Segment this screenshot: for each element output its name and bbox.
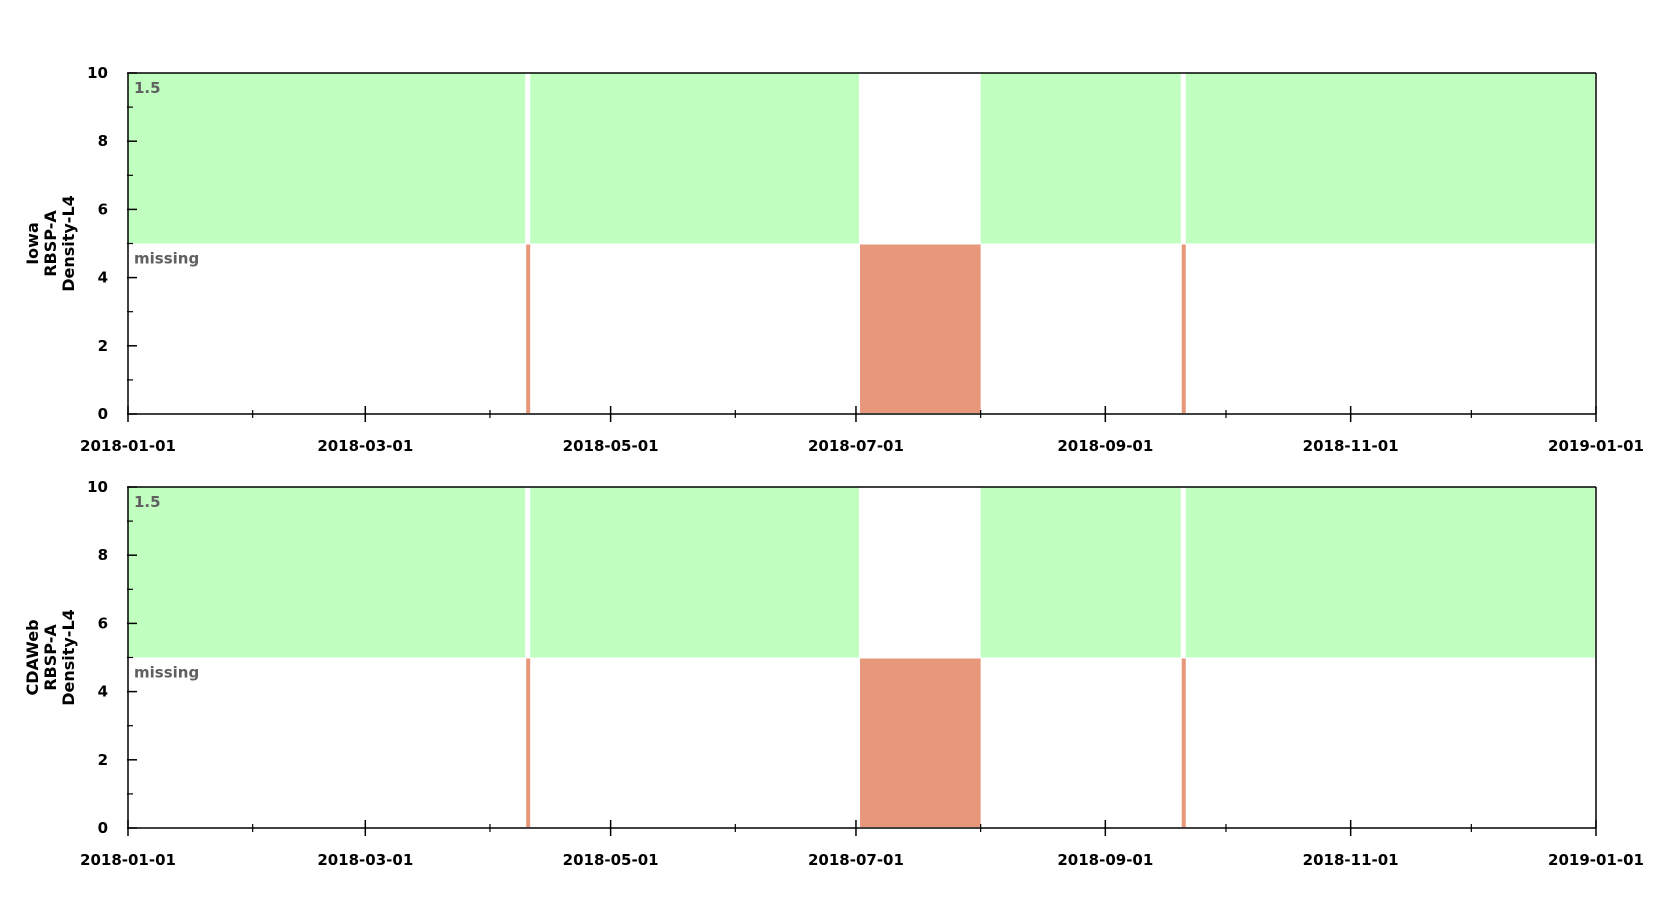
missing-band-label: missing — [134, 250, 199, 268]
present-band — [980, 487, 1181, 658]
x-tick-label: 2018-07-01 — [808, 437, 904, 455]
y-axis-label-line: CDAWeb — [23, 619, 42, 695]
y-tick-label: 0 — [98, 405, 108, 423]
present-band — [980, 73, 1181, 244]
y-tick-label: 10 — [87, 64, 108, 82]
present-band — [530, 487, 859, 658]
missing-band — [1181, 658, 1186, 827]
missing-band — [1181, 244, 1186, 413]
present-band — [128, 73, 526, 244]
y-tick-label: 8 — [98, 132, 108, 150]
y-tick-label: 6 — [98, 200, 108, 218]
present-band — [1185, 487, 1595, 658]
present-band — [530, 73, 859, 244]
y-tick-label: 10 — [87, 478, 108, 496]
x-tick-label: 2018-09-01 — [1057, 851, 1153, 869]
y-axis-label-line: Density-L4 — [59, 195, 78, 292]
present-band — [128, 487, 526, 658]
missing-band-label: missing — [134, 664, 199, 682]
present-band-label: 1.5 — [134, 79, 161, 97]
x-tick-label: 2018-05-01 — [563, 851, 659, 869]
y-tick-label: 2 — [98, 337, 108, 355]
y-axis-label-line: Iowa — [23, 222, 42, 265]
x-tick-label: 2018-05-01 — [563, 437, 659, 455]
x-tick-label: 2019-01-01 — [1548, 437, 1644, 455]
timeline-panel-2: 0 2 4 6 8 10 2018-01-01 2018-03-01 2018-05-01 201… — [23, 478, 1644, 869]
y-tick-label: 4 — [98, 683, 108, 701]
x-tick-label: 2018-11-01 — [1303, 851, 1399, 869]
x-tick-label: 2018-03-01 — [317, 851, 413, 869]
timeline-panel-1: 0 2 4 6 8 10 2018-01-01 2018-03-01 2018-05-01 201… — [23, 64, 1644, 455]
present-band — [1185, 73, 1595, 244]
y-tick-label: 8 — [98, 546, 108, 564]
y-tick-label: 2 — [98, 751, 108, 769]
y-tick-label: 4 — [98, 269, 108, 287]
y-axis-label-line: Density-L4 — [59, 609, 78, 706]
y-axis-label-line: RBSP-A — [41, 624, 60, 691]
missing-band — [859, 244, 981, 413]
missing-band — [526, 658, 531, 827]
x-tick-label: 2018-03-01 — [317, 437, 413, 455]
y-axis-label-line: RBSP-A — [41, 210, 60, 277]
x-tick-label: 2018-11-01 — [1303, 437, 1399, 455]
x-tick-label: 2018-07-01 — [808, 851, 904, 869]
x-tick-label: 2018-09-01 — [1057, 437, 1153, 455]
y-tick-label: 6 — [98, 614, 108, 632]
x-tick-label: 2019-01-01 — [1548, 851, 1644, 869]
y-tick-label: 0 — [98, 819, 108, 837]
missing-band — [859, 658, 981, 827]
present-band-label: 1.5 — [134, 493, 161, 511]
x-tick-label: 2018-01-01 — [80, 851, 176, 869]
x-tick-label: 2018-01-01 — [80, 437, 176, 455]
missing-band — [526, 244, 531, 413]
